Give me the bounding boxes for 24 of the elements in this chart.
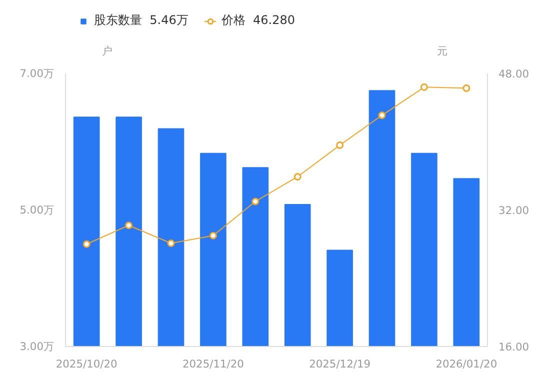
point xyxy=(82,240,90,248)
point xyxy=(252,198,260,206)
x-tick-label: 2025/11/20 xyxy=(182,358,244,370)
point xyxy=(167,240,175,248)
y-tick-label: 5.00万 xyxy=(20,204,55,216)
y2-axis-title: 元 xyxy=(436,44,448,58)
y2-tick-label: 48.00 xyxy=(498,68,530,80)
point xyxy=(294,172,302,180)
point xyxy=(336,141,344,149)
point xyxy=(378,112,386,120)
y2-tick-label: 16.00 xyxy=(498,340,530,354)
point xyxy=(420,83,428,91)
x-tick-label: 2025/10/20 xyxy=(56,358,118,370)
legend-label: 价格 46.280 xyxy=(221,12,295,29)
point xyxy=(125,222,133,230)
y2-tick-label: 32.00 xyxy=(498,204,530,217)
x-tick-label: 2025/12/19 xyxy=(309,358,371,370)
point xyxy=(462,84,470,92)
legend-label: 股东数量 5.46万 xyxy=(94,12,188,29)
y-axis-title: 户 xyxy=(102,44,114,58)
y-tick-label: 3.00万 xyxy=(20,340,55,353)
point xyxy=(209,232,217,240)
x-tick-label: 2026/01/20 xyxy=(436,358,498,370)
y-tick-label: 7.00万 xyxy=(20,67,55,80)
